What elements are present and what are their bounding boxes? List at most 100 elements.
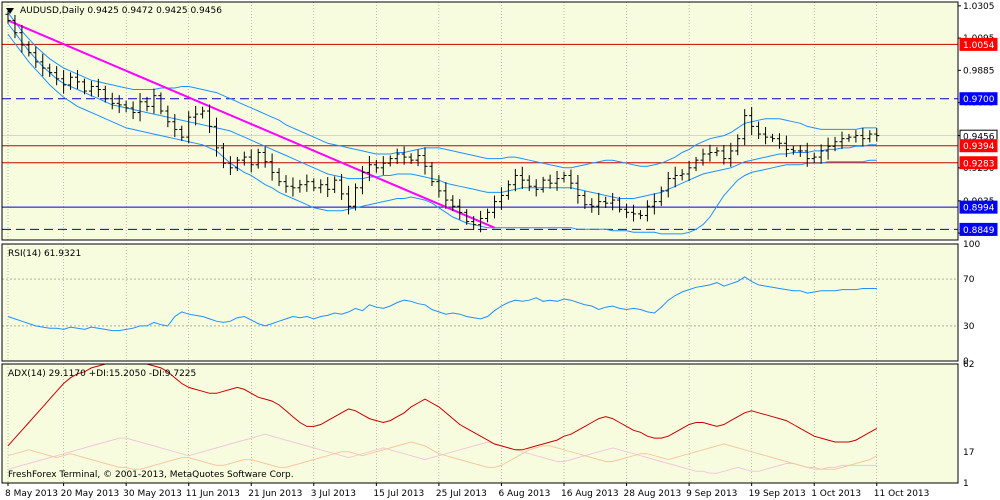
price-bar	[234, 156, 240, 172]
rsi-line	[7, 276, 877, 332]
price-bar	[519, 166, 525, 189]
price-bar	[193, 105, 199, 126]
price-tag-box	[959, 156, 998, 170]
price-bar	[241, 151, 247, 166]
adx-title: ADX(14) 29.1170 +DI:15.2050 -DI:9.7225	[8, 369, 196, 379]
rsi-axis-tick-label: 100	[963, 240, 980, 250]
price-bar	[756, 121, 762, 139]
time-axis-tick-label: 15 Jul 2013	[373, 489, 424, 499]
price-bar	[429, 161, 435, 186]
time-axis-tick-label: 28 Aug 2013	[624, 489, 682, 499]
adx-axis-tick-label: 1	[963, 479, 969, 489]
price-bar	[415, 149, 421, 167]
price-bar	[770, 133, 775, 142]
price-bar	[624, 203, 630, 218]
price-bar	[75, 70, 80, 89]
price-bar	[804, 142, 810, 167]
time-axis-tick-label: 11 Oct 2013	[874, 489, 930, 499]
price-bar	[874, 128, 880, 142]
price-bar	[693, 156, 699, 172]
price-bar	[401, 146, 407, 165]
price-tag-label: 0.8849	[963, 226, 995, 236]
price-bar	[846, 133, 852, 142]
price-bar	[832, 136, 838, 152]
price-bar	[471, 216, 477, 231]
time-axis-tick-label: 9 Sep 2013	[686, 489, 737, 499]
price-bar	[610, 192, 616, 211]
adx-series-adx14	[7, 363, 878, 451]
collapse-triangle-icon[interactable]	[6, 8, 14, 14]
price-bar	[728, 142, 734, 167]
price-bar	[207, 104, 213, 133]
price-bar	[373, 159, 379, 173]
price-bar	[512, 168, 518, 192]
price-bar	[540, 176, 546, 193]
trend-line	[7, 19, 495, 229]
price-tag: 0.9700	[959, 92, 998, 106]
price-bar	[797, 144, 803, 157]
price-tag-box	[959, 200, 998, 214]
price-bar	[422, 147, 428, 175]
time-axis-tick-label: 30 May 2013	[123, 489, 182, 499]
price-bar	[255, 148, 261, 169]
adx-axis-tick-label: 62	[963, 360, 974, 370]
price-bar	[644, 200, 650, 222]
price-bar	[12, 14, 18, 39]
price-bar	[179, 125, 185, 141]
price-bar	[658, 186, 664, 206]
price-bar	[637, 210, 643, 220]
price-bar	[248, 149, 254, 173]
price-bar	[394, 148, 400, 165]
price-bar	[158, 92, 164, 115]
price-bar	[200, 106, 206, 119]
price-bar	[26, 41, 32, 57]
price-tag-label: 0.9283	[963, 159, 995, 169]
price-bar	[860, 127, 866, 147]
price-bar	[366, 156, 372, 182]
rsi-title: RSI(14) 61.9321	[8, 249, 81, 259]
price-bar	[554, 170, 560, 191]
price-bar	[380, 156, 386, 175]
copyright-text: FreshForex Terminal, © 2001-2013, MetaQu…	[8, 470, 294, 480]
price-bar	[457, 199, 463, 220]
price-bar	[679, 169, 685, 181]
price-tag-box	[959, 222, 998, 236]
price-bar	[68, 72, 74, 90]
price-bar	[47, 63, 53, 77]
price-axis-tick-label: 0.9885	[963, 66, 995, 76]
price-bar	[311, 178, 317, 192]
price-bar	[220, 142, 226, 169]
price-bar	[561, 171, 567, 183]
price-bar	[325, 177, 331, 197]
price-bar	[332, 176, 338, 194]
price-bar	[262, 146, 268, 168]
price-bar	[214, 117, 219, 157]
price-bar	[276, 168, 282, 186]
price-bar	[450, 195, 456, 212]
time-axis-tick-label: 21 Jun 2013	[248, 489, 302, 499]
time-axis-tick-label: 8 May 2013	[5, 489, 58, 499]
price-bar	[290, 177, 296, 197]
price-bar	[700, 148, 706, 166]
price-bar	[346, 185, 352, 215]
price-bar	[533, 179, 539, 197]
price-bar	[464, 209, 470, 225]
price-bar	[318, 179, 324, 194]
price-tag: 0.9283	[959, 156, 998, 170]
rsi-panel-bg	[2, 244, 958, 361]
price-bar	[269, 153, 275, 181]
price-bar	[137, 93, 143, 122]
bollinger-bb-upper-line	[7, 12, 877, 169]
rsi-panel-frame	[1, 243, 959, 362]
price-bar	[776, 133, 782, 149]
price-tag-label: 0.9456	[963, 133, 995, 143]
price-bar	[40, 53, 46, 77]
price-bar	[672, 166, 678, 188]
rsi-axis-tick-label: 30	[963, 322, 975, 332]
price-bar	[109, 92, 115, 110]
price-bar	[526, 175, 532, 192]
price-bar	[596, 192, 602, 215]
price-bar	[5, 11, 11, 24]
price-bar	[151, 88, 157, 114]
